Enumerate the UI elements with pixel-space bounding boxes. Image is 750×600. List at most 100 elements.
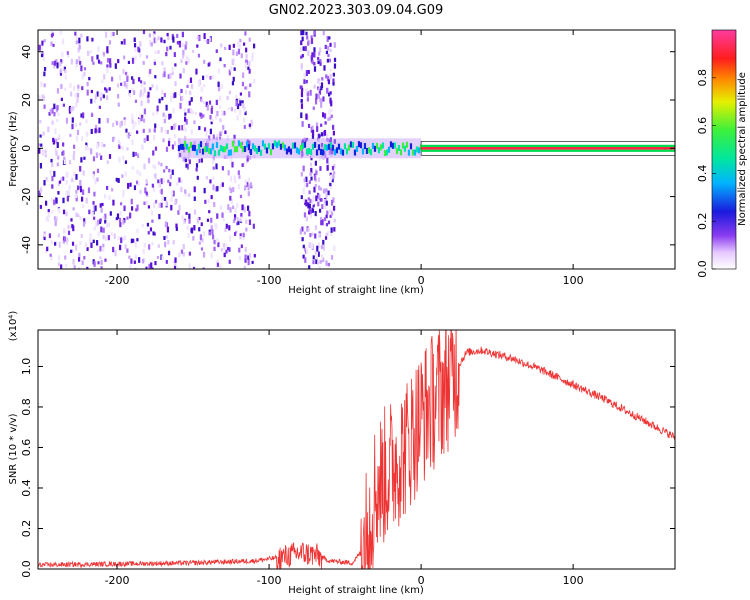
heatmap-cell (54, 128, 57, 134)
heatmap-cell (248, 123, 251, 127)
heatmap-cell (304, 257, 307, 263)
heatmap-cell (185, 55, 188, 61)
heatmap-cell (229, 195, 232, 201)
heatmap-cell (222, 125, 225, 130)
heatmap-cell (327, 162, 331, 166)
heatmap-cell (169, 95, 173, 102)
heatmap-cell (327, 79, 331, 85)
heatmap-cell (138, 171, 142, 177)
heatmap-cell (66, 237, 69, 243)
heatmap-cell (173, 259, 176, 264)
heatmap-cell (89, 233, 92, 239)
heatmap-cell (172, 108, 175, 113)
heatmap-cell (70, 106, 73, 112)
heatmap-cell (321, 77, 324, 81)
heatmap-cell (322, 112, 325, 118)
heatmap-cell (330, 199, 334, 206)
heatmap-cell (301, 88, 304, 92)
heatmap-cell (327, 262, 330, 267)
heatmap-cell (102, 234, 105, 240)
colorbar-ticks: 0.0 0.2 0.4 0.6 0.8 (696, 69, 716, 278)
heatmap-cell (106, 95, 109, 101)
heatmap-cell (48, 233, 52, 239)
heatmap-cell (169, 45, 172, 50)
x-tick-label: -100 (257, 274, 282, 287)
heatmap-cell (99, 256, 102, 260)
heatmap-cell (311, 232, 314, 236)
spectrogram-y-label: Frequency (Hz) (8, 111, 19, 187)
heatmap-cell (198, 35, 201, 42)
heatmap-cell (312, 255, 315, 260)
heatmap-cell (327, 231, 330, 236)
heatmap-cell (148, 33, 151, 38)
heatmap-cell (332, 124, 335, 130)
heatmap-cell (166, 32, 169, 37)
heatmap-cell (138, 77, 141, 82)
heatmap-cell (40, 53, 44, 58)
heatmap-cell (151, 219, 154, 223)
heatmap-cell (325, 223, 329, 227)
signal-cell (273, 140, 277, 147)
heatmap-cell (71, 117, 74, 123)
heatmap-cell (322, 257, 325, 263)
heatmap-cell (95, 221, 98, 228)
heatmap-cell (325, 200, 328, 206)
y-tick-label: -40 (20, 236, 33, 254)
heatmap-cell (77, 257, 81, 262)
heatmap-cell (231, 81, 235, 86)
heatmap-cell (81, 136, 84, 142)
heatmap-cell (55, 58, 58, 65)
heatmap-cell (220, 84, 223, 89)
heatmap-cell (87, 187, 91, 194)
heatmap-cell (106, 64, 109, 69)
heatmap-cell (160, 126, 163, 133)
heatmap-cell (163, 236, 166, 241)
heatmap-cell (120, 82, 123, 86)
heatmap-cell (76, 185, 80, 191)
heatmap-cell (209, 128, 212, 135)
heatmap-cell (307, 202, 310, 209)
heatmap-cell (307, 197, 310, 201)
heatmap-cell (75, 64, 78, 68)
heatmap-cell (164, 241, 167, 248)
heatmap-cell (56, 62, 59, 69)
heatmap-cell (301, 226, 304, 232)
snr-background (38, 330, 675, 569)
heatmap-cell (40, 45, 43, 51)
heatmap-cell (220, 43, 223, 48)
heatmap-cell (195, 167, 198, 172)
signal-cell (311, 143, 315, 150)
heatmap-cell (160, 254, 163, 261)
heatmap-cell (244, 31, 247, 36)
heatmap-cell (248, 60, 251, 67)
heatmap-cell (253, 253, 256, 258)
signal-cell (415, 146, 419, 153)
heatmap-cell (49, 109, 52, 115)
heatmap-cell (244, 86, 247, 90)
signal-cell (197, 143, 201, 150)
heatmap-cell (65, 240, 69, 246)
heatmap-cell (64, 255, 67, 260)
heatmap-cell (236, 115, 239, 121)
heatmap-cell (52, 137, 55, 143)
heatmap-cell (114, 119, 117, 124)
heatmap-cell (143, 81, 146, 85)
heatmap-cell (317, 192, 320, 199)
heatmap-cell (311, 199, 314, 205)
heatmap-cell (151, 84, 154, 88)
heatmap-cell (252, 223, 255, 229)
signal-cell (251, 143, 255, 150)
heatmap-cell (75, 244, 78, 251)
signal-cell (333, 149, 337, 156)
signal-cell (407, 149, 411, 156)
signal-cell (325, 144, 329, 151)
signal-cell (293, 142, 297, 149)
heatmap-cell (67, 225, 70, 229)
heatmap-cell (331, 165, 335, 171)
heatmap-cell (77, 213, 80, 218)
heatmap-cell (326, 157, 329, 164)
heatmap-cell (182, 67, 185, 74)
heatmap-cell (325, 193, 328, 199)
heatmap-cell (202, 231, 206, 237)
signal-cell (259, 149, 263, 156)
